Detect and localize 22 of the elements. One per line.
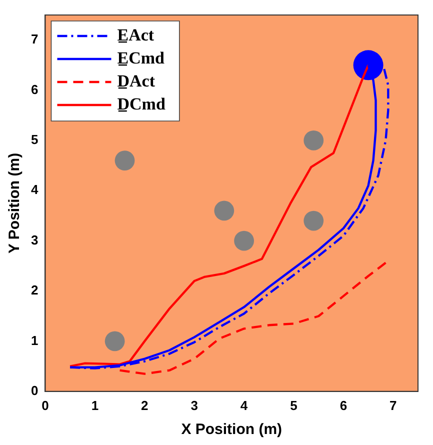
y-tick-label: 6 [30,82,38,97]
x-tick-label: 5 [290,398,298,413]
legend-label: D̲Act [117,71,156,90]
y-tick-label: 7 [30,32,38,47]
x-tick-label: 0 [42,398,49,413]
x-tick-label: 2 [141,398,148,413]
x-tick-label: 3 [190,398,198,413]
y-tick-label: 3 [30,232,38,248]
x-tick-label: 6 [340,398,348,413]
y-tick-label: 1 [30,332,38,348]
y-tick-label: 0 [30,382,38,398]
x-tick-label: 1 [91,398,99,413]
y-tick-label: 2 [30,282,38,298]
x-tick-label: 7 [390,398,397,413]
legend-label: E̲Act [117,25,154,44]
y-tick-label: 5 [30,132,38,148]
legend-label: E̲Cmd [117,48,166,68]
y-axis-title: Y Position (m) [6,152,24,254]
x-tick-label: 4 [240,398,248,413]
x-axis-title: X Position (m) [181,421,282,438]
y-tick-label: 4 [30,182,39,198]
legend-label: D̲Cmd [117,94,166,114]
